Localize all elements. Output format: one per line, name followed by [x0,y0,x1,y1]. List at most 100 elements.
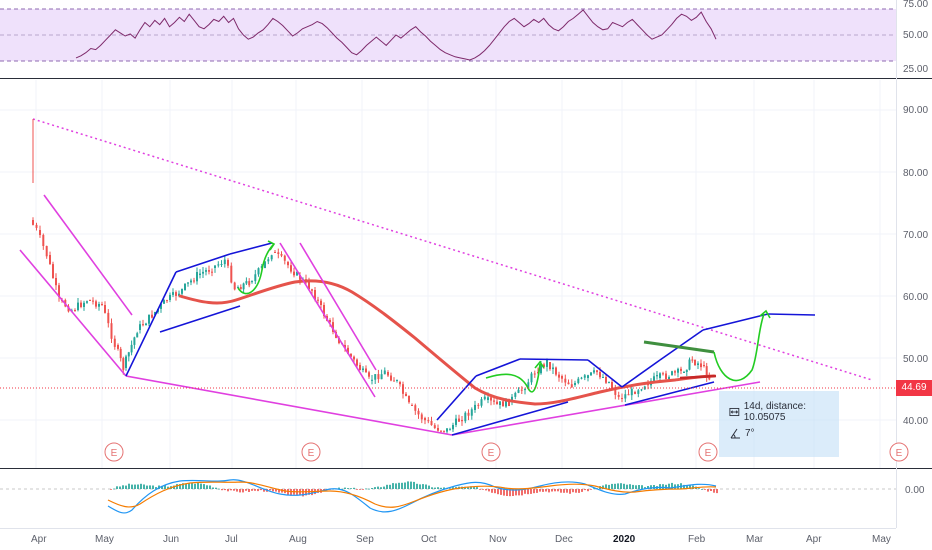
macd-bar [707,489,709,492]
macd-bar [383,486,385,489]
time-label: Dec [555,534,573,545]
candle-body [45,246,48,257]
macd-bar [623,483,625,489]
candle-body [455,418,457,425]
measure-tooltip[interactable]: 14d, distance: 10.05075 7° [719,391,839,457]
price-axis[interactable]: 90.00 80.00 70.00 60.00 50.00 40.00 [903,105,928,427]
candle-body [499,401,501,405]
macd-bar [131,484,133,489]
earnings-marker[interactable]: E [481,442,501,462]
candle-body [107,312,110,324]
earnings-marker[interactable]: E [698,442,718,462]
price-tick: 90.00 [903,105,928,116]
macd-bar [215,487,217,489]
macd-bar [443,487,445,489]
candle-body [184,283,186,290]
candle-body [233,282,236,290]
macd-bar [578,489,580,493]
candle-body [490,397,492,401]
candle-body [546,360,548,367]
time-label: Aug [289,534,307,545]
candle-body [540,364,542,374]
magenta-trendlines[interactable] [19,194,761,436]
candle-body [77,302,79,311]
candle-body [505,398,507,407]
macd-bar [671,482,673,489]
earnings-marker[interactable]: E [104,442,124,462]
macd-bar [221,489,223,491]
macd-bar [236,489,238,492]
candle-body [377,374,380,380]
macd-bar [377,486,379,489]
candle-body [254,274,257,282]
red-segment[interactable] [679,374,717,380]
candle-body [691,359,694,361]
candle-body [703,365,705,367]
candle-body [113,338,116,347]
candle-body [32,220,34,225]
macd-bar [635,485,637,489]
macd-bar [713,489,715,493]
candle-body [674,371,676,373]
macd-bar [227,489,229,492]
candle-body [496,401,498,405]
macd-bar [428,485,430,489]
macd-panel[interactable] [0,479,896,514]
macd-bar [362,489,364,490]
candle-body [424,418,426,421]
earnings-marker[interactable]: E [889,442,909,462]
candle-body [356,359,358,366]
time-label: Jul [225,534,238,545]
macd-bar [470,486,472,489]
macd-bar [251,489,253,491]
macd-bar [710,489,712,491]
earnings-circle [104,442,124,462]
macd-bar [551,489,553,492]
macd-bar [401,482,403,489]
candle-body [362,368,364,370]
candle-body [190,280,192,283]
candle-body [145,323,147,326]
macd-bar [128,483,130,489]
macd-bar [149,485,151,489]
dotted-resistance-line[interactable] [32,118,873,381]
candle-body [474,404,476,410]
macd-bar [395,483,397,489]
candle-body [437,428,439,431]
candle-body [470,409,473,416]
time-label: May [95,534,114,545]
earnings-label: E [896,448,903,459]
price-tick: 80.00 [903,168,928,179]
candle-body [148,314,150,324]
dark-green-segment[interactable] [643,340,715,354]
macd-bar [506,489,508,496]
time-axis[interactable]: Apr May Jun Jul Aug Sep Oct Nov Dec 2020… [31,534,891,545]
moving-average-line[interactable] [178,279,716,406]
candle-body [359,365,361,370]
blue-channel-lines[interactable] [125,242,816,436]
candle-body [80,302,82,307]
macd-bar [422,484,424,489]
candle-body [677,368,679,373]
macd-bar [161,485,163,489]
candle-body [662,373,664,375]
macd-bar [476,487,478,489]
candle-body [42,235,45,246]
candle-body [242,283,245,290]
candle-body [217,264,220,266]
macd-bar [632,484,634,489]
macd-bar [452,487,454,489]
candle-body [287,262,289,266]
candle-body [329,320,331,323]
rsi-tick: 75.00 [903,0,928,10]
macd-bar [485,489,487,491]
candle-body [154,312,156,315]
macd-bar [425,484,427,489]
rsi-panel[interactable] [0,8,896,62]
candle-body [433,425,436,428]
price-candles[interactable] [32,217,711,434]
earnings-marker[interactable]: E [301,442,321,462]
candle-body [230,265,233,283]
